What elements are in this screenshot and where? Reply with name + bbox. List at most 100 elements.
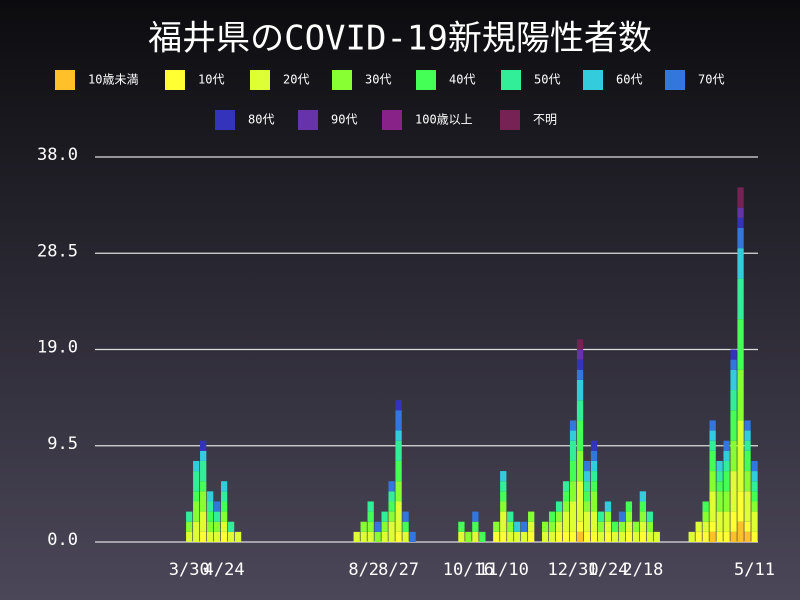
bar-segment [381, 531, 388, 542]
bar-segment [514, 521, 521, 532]
legend-label: 10歳未満 [88, 73, 138, 87]
bar-segment [514, 531, 521, 542]
legend-swatch [500, 110, 520, 130]
bar-segment [576, 349, 584, 360]
bar-segment [646, 531, 653, 542]
bar-segment [548, 521, 556, 532]
bar-segment [576, 400, 584, 421]
bar-segment [702, 501, 709, 512]
bar-segment [528, 511, 535, 522]
bar-segment [590, 471, 598, 482]
bar-segment [576, 379, 584, 401]
bar-segment [521, 521, 528, 532]
bar-segment [388, 491, 395, 502]
x-tick-label: 3/30 [169, 560, 210, 580]
bar-segment [709, 420, 716, 431]
bar-segment [723, 491, 730, 512]
bar-segment [751, 460, 758, 472]
bar-segment [716, 471, 723, 482]
bar-segment [709, 430, 716, 441]
bar-segment [395, 430, 402, 441]
bar-segment [576, 359, 584, 370]
bar-segment [213, 521, 221, 532]
bar-segment [493, 521, 500, 532]
bar-segment [200, 460, 207, 482]
bar-segment [395, 460, 402, 482]
legend-swatch [298, 110, 318, 130]
bar-segment [737, 227, 744, 249]
bar-segment [709, 471, 716, 492]
bar-segment [737, 521, 744, 542]
bar-segment [213, 511, 221, 522]
bar-segment [207, 511, 214, 522]
legend-swatch [250, 70, 270, 90]
bar-segment [744, 531, 751, 542]
bar-segment [709, 531, 716, 542]
bar-segment [583, 511, 591, 532]
legend-label: 90代 [331, 113, 357, 127]
bar-segment [367, 501, 374, 512]
bar-segment [234, 531, 242, 542]
x-tick-label: 4/24 [204, 560, 245, 580]
bar-segment [688, 531, 695, 542]
bar-segment [737, 420, 744, 492]
bar-segment [653, 531, 660, 542]
bar-segment [695, 521, 702, 532]
bar-segment [186, 511, 193, 522]
bar-segment [569, 420, 577, 431]
bar-segment [737, 217, 744, 228]
bar-segment [227, 521, 235, 532]
legend-label: 70代 [698, 73, 724, 87]
bar-segment [590, 450, 598, 461]
bar-segment [737, 248, 744, 279]
legend-label: 60代 [616, 73, 642, 87]
bar-segment [220, 501, 228, 512]
legend-label: 100歳以上 [415, 113, 473, 127]
bar-segment [555, 511, 563, 522]
bar-segment [500, 491, 507, 502]
bar-segment [639, 511, 646, 522]
bar-segment [388, 511, 395, 522]
bar-segment [744, 450, 751, 472]
bar-segment [583, 531, 591, 542]
bar-segment [395, 400, 402, 411]
bar-segment [737, 319, 744, 370]
bar-segment [751, 501, 758, 512]
bar-segment [618, 531, 626, 542]
bar-segment [220, 521, 228, 532]
legend-label: 50代 [534, 73, 560, 87]
bar-segment [500, 501, 507, 512]
bar-segment [590, 440, 598, 451]
legend-swatch [583, 70, 603, 90]
bar-segment [569, 501, 577, 532]
bar-segment [562, 491, 570, 502]
bar-segment [695, 531, 702, 542]
bar-segment [597, 511, 605, 522]
y-tick-label: 28.5 [37, 241, 78, 261]
y-tick-label: 38.0 [37, 145, 78, 165]
x-tick-label: 8/2 [348, 560, 379, 580]
bar-segment [709, 450, 716, 472]
bar-segment [576, 339, 584, 350]
bar-segment [590, 460, 598, 472]
bar-segment [639, 521, 646, 532]
bar-segment [381, 511, 388, 522]
bar-segment [381, 521, 388, 532]
bar-segment [402, 511, 409, 522]
bar-segment [200, 511, 207, 532]
bar-segment [367, 531, 374, 542]
bar-segment [207, 521, 214, 532]
bar-segment [716, 511, 723, 532]
bar-segment [702, 531, 709, 542]
bar-segment [737, 369, 744, 421]
bar-segment [702, 511, 709, 522]
bar-segment [402, 521, 409, 532]
bar-segment [618, 511, 626, 522]
bar-segment [625, 511, 633, 522]
bar-segment [625, 531, 633, 542]
bar-segment [193, 471, 200, 492]
x-tick-label: 5/11 [734, 560, 775, 580]
bar-segment [737, 491, 744, 522]
legend-swatch [332, 70, 352, 90]
